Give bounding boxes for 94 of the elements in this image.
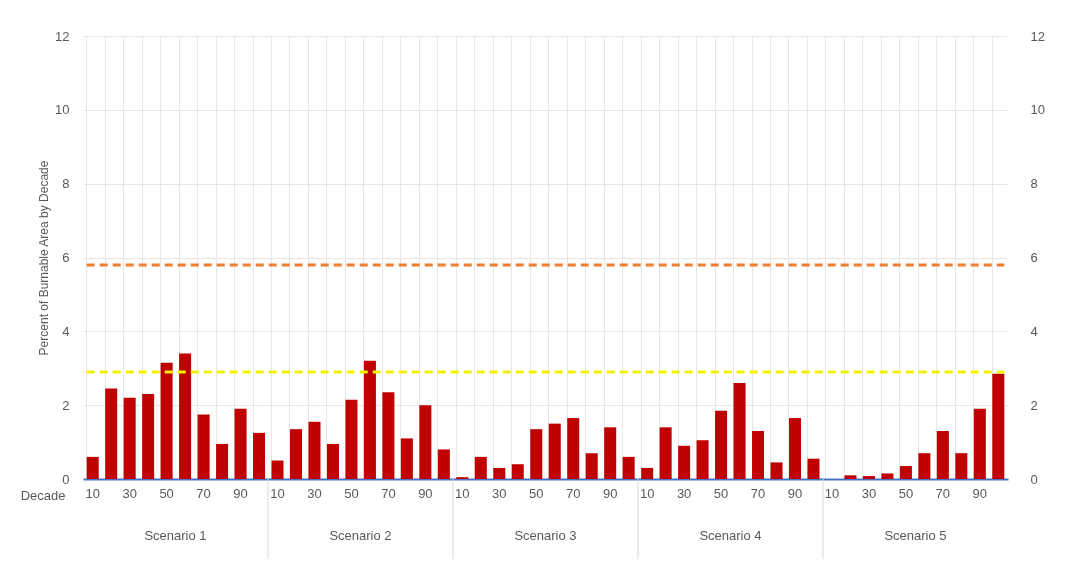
y-tick-label: 12	[55, 28, 70, 44]
text: Scenario 5	[884, 528, 947, 543]
bar	[493, 467, 506, 479]
y-axis-title: Percent of Burnable Area by Decade	[37, 160, 52, 356]
x-tick-label: 70	[935, 485, 951, 501]
bar	[437, 449, 450, 479]
bar	[604, 427, 617, 479]
bar	[123, 397, 136, 479]
x-tick-label: 50	[344, 485, 359, 501]
bar	[326, 443, 339, 479]
x-tick-label: 50	[713, 485, 729, 501]
x-tick-label: 10	[85, 485, 100, 501]
x-tick-label: 50	[529, 485, 544, 501]
x-axis-title: Decade	[20, 487, 66, 503]
bar	[548, 423, 561, 479]
bar	[253, 432, 266, 479]
y-tick-label: 6	[62, 250, 70, 265]
x-tick-label: 10	[639, 485, 655, 501]
bar	[105, 388, 118, 479]
text: Scenario 3	[514, 528, 577, 543]
y2-tick-label: 0	[1030, 471, 1038, 487]
bar	[216, 443, 229, 479]
bar	[345, 399, 358, 479]
x-tick-label: 70	[196, 485, 211, 501]
bar	[567, 418, 580, 479]
bar	[715, 410, 728, 479]
bar	[622, 456, 635, 479]
bar	[474, 456, 487, 479]
text: Scenario 4	[699, 528, 762, 543]
bar	[992, 373, 1005, 479]
x-tick-label: 50	[898, 485, 914, 501]
bar	[585, 453, 598, 479]
text: Scenario 1	[144, 528, 207, 543]
bar	[788, 418, 802, 479]
bar	[733, 383, 746, 479]
bar	[918, 453, 931, 479]
bar	[770, 462, 783, 479]
x-tick-label: 30	[307, 485, 322, 501]
bar	[936, 431, 949, 479]
bar	[382, 392, 395, 479]
x-tick-label: 30	[861, 485, 877, 501]
bar	[160, 362, 173, 479]
bar	[400, 438, 413, 479]
x-tick-label: 50	[159, 485, 174, 501]
y2-tick-label: 8	[1030, 176, 1038, 192]
x-tick-label: 90	[233, 485, 248, 501]
bar	[234, 408, 247, 479]
bar	[511, 464, 524, 479]
y-tick-label: 4	[62, 323, 70, 339]
bar	[289, 429, 303, 479]
bar	[881, 473, 894, 479]
bar	[955, 453, 968, 479]
x-tick-label: 90	[418, 485, 433, 501]
bar	[86, 456, 99, 479]
x-tick-label: 70	[750, 485, 766, 501]
y2-tick-label: 12	[1030, 28, 1045, 44]
x-tick-label: 70	[565, 485, 581, 501]
x-tick-label: 90	[602, 485, 618, 501]
x-tick-label: 10	[270, 485, 285, 501]
bar	[641, 467, 654, 479]
x-tick-label: 10	[824, 485, 840, 501]
y-tick-label: 0	[62, 471, 70, 487]
bar	[807, 458, 820, 479]
x-tick-label: 30	[676, 485, 692, 501]
text: Scenario 2	[329, 528, 392, 543]
bar	[197, 414, 210, 479]
bar	[530, 429, 543, 479]
y2-tick-label: 10	[1030, 102, 1045, 118]
y-tick-label: 8	[62, 176, 70, 192]
bar	[308, 421, 321, 479]
bar	[844, 475, 857, 479]
y-tick-label: 2	[62, 397, 70, 413]
bar	[862, 476, 875, 479]
x-tick-label: 30	[122, 485, 137, 501]
x-tick-label: 90	[972, 485, 988, 501]
bar	[271, 460, 284, 479]
bar	[659, 427, 672, 479]
x-tick-label: 90	[787, 485, 803, 501]
bar	[419, 405, 432, 479]
y2-tick-label: 2	[1030, 397, 1038, 413]
y2-tick-label: 6	[1030, 250, 1038, 265]
y-tick-label: 10	[55, 102, 70, 118]
bar	[899, 466, 912, 479]
x-tick-label: 10	[455, 485, 470, 501]
x-tick-label: 30	[492, 485, 507, 501]
y2-tick-label: 4	[1030, 323, 1038, 339]
bar	[179, 353, 192, 479]
x-tick-label: 70	[381, 485, 396, 501]
bar	[142, 394, 155, 479]
bar	[363, 360, 376, 479]
bar	[973, 408, 986, 479]
bar	[678, 445, 691, 479]
bar	[752, 431, 765, 479]
bar	[696, 440, 709, 479]
